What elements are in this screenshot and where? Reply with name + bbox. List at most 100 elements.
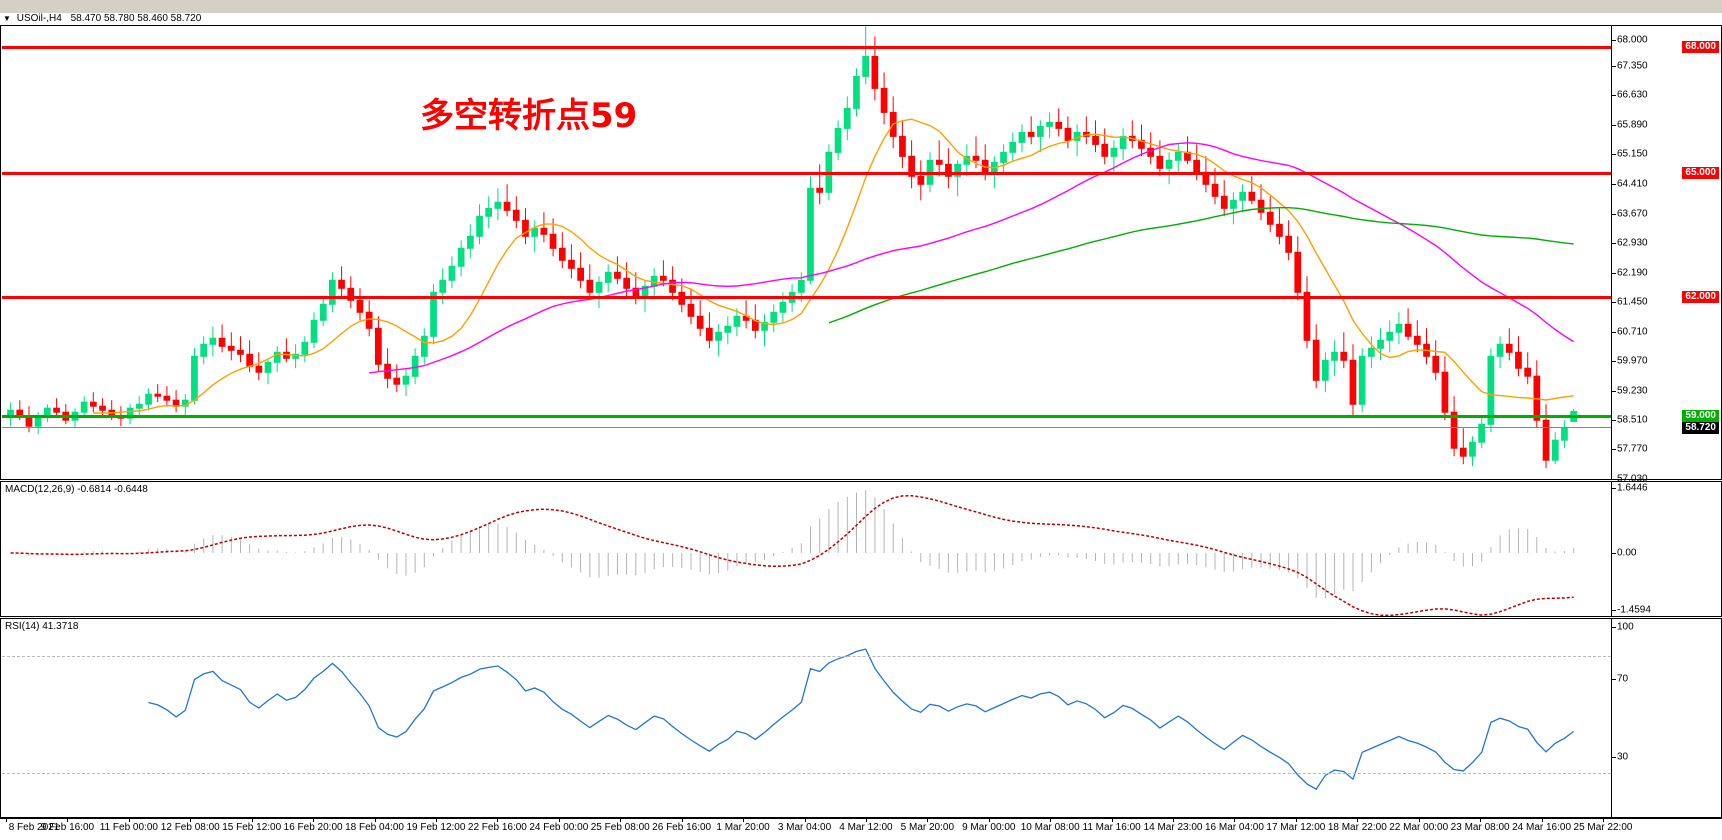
- time-axis-label: 12 Feb 08:00: [160, 822, 220, 833]
- price-tick-label: 68.000: [1617, 34, 1648, 46]
- rsi-axis[interactable]: 100 70 30: [1611, 619, 1721, 817]
- ohlc-quote-label: 58.470 58.780 58.460 58.720: [70, 13, 202, 24]
- time-axis-label: 26 Feb 16:00: [652, 822, 712, 833]
- time-axis-tick: [1480, 819, 1482, 822]
- price-tag-68: 68.000: [1682, 41, 1719, 53]
- level-line-68[interactable]: [2, 46, 1611, 49]
- time-axis-tick: [1603, 819, 1604, 822]
- time-axis-label: 9 Mar 00:00: [962, 822, 1016, 833]
- time-axis-label: 23 Mar 08:00: [1450, 822, 1510, 833]
- level-line-59[interactable]: [2, 415, 1611, 418]
- price-tick-label: 57.030: [1617, 473, 1648, 485]
- axis-tick: [1612, 124, 1616, 126]
- time-axis-tick: [128, 819, 130, 822]
- price-tag-65: 65.000: [1682, 167, 1719, 179]
- time-axis-label: 11 Feb 00:00: [99, 822, 158, 833]
- rsi-grid-30: [2, 773, 1611, 774]
- candlestick-svg: [7, 26, 1578, 469]
- rsi-grid-70: [2, 656, 1611, 657]
- time-axis-tick: [1050, 819, 1052, 822]
- time-axis[interactable]: 8 Feb 2021 9 Feb 16:00 11 Feb 00:00 12 Feb …: [0, 818, 1722, 840]
- time-axis-tick: [1541, 819, 1543, 822]
- price-tick-label: 66.630: [1617, 89, 1648, 101]
- time-axis-label: 8 Feb 2021: [8, 822, 60, 833]
- axis-tick: [1612, 272, 1616, 274]
- collapse-arrow-icon[interactable]: ▼: [3, 14, 11, 23]
- rsi-tick-label: 70: [1617, 673, 1629, 685]
- macd-svg: [10, 490, 1575, 616]
- macd-plot-area[interactable]: [2, 482, 1611, 616]
- time-axis-label: 25 Feb 08:00: [590, 822, 650, 833]
- time-axis-label: 4 Mar 12:00: [839, 822, 893, 833]
- time-axis-tick: [865, 819, 867, 822]
- time-axis-tick: [804, 819, 806, 822]
- rsi-label: RSI(14) 41.3718: [5, 621, 79, 632]
- time-axis-tick: [620, 819, 622, 822]
- price-tick-label: 58.510: [1617, 414, 1648, 426]
- time-axis-label: 18 Mar 22:00: [1327, 822, 1387, 833]
- price-pane[interactable]: 多空转折点59 68.000 67.350 66.630 65.890 65.150 64…: [0, 25, 1722, 485]
- axis-tick: [1612, 183, 1616, 185]
- time-axis-tick: [1234, 819, 1236, 822]
- time-axis-label: 16 Mar 04:00: [1204, 822, 1264, 833]
- rsi-plot-area[interactable]: [2, 619, 1611, 817]
- price-tick-label: 57.770: [1617, 443, 1648, 455]
- price-plot-area[interactable]: 多空转折点59: [2, 26, 1611, 479]
- rsi-pane[interactable]: RSI(14) 41.3718 100 70 30: [0, 618, 1722, 818]
- level-line-62[interactable]: [2, 296, 1611, 299]
- price-tick-label: 64.410: [1617, 178, 1648, 190]
- time-axis-label: 11 Mar 16:00: [1082, 822, 1141, 833]
- rsi-tick-label: 100: [1617, 621, 1634, 633]
- time-axis-tick: [1418, 819, 1420, 822]
- price-axis[interactable]: 68.000 67.350 66.630 65.890 65.150 64.410 63.6…: [1611, 26, 1721, 485]
- axis-tick: [1612, 419, 1616, 421]
- time-axis-label: 24 Mar 16:00: [1512, 822, 1572, 833]
- price-tag-last: 58.720: [1682, 422, 1719, 434]
- time-axis-label: 9 Feb 16:00: [40, 822, 95, 833]
- price-tick-label: 65.150: [1617, 148, 1648, 160]
- time-axis-tick: [67, 819, 69, 822]
- price-tick-label: 59.970: [1617, 355, 1648, 367]
- time-axis-tick: [681, 819, 683, 822]
- time-axis-label: 1 Mar 20:00: [716, 822, 770, 833]
- axis-tick: [1612, 331, 1616, 333]
- time-axis-tick: [6, 819, 7, 822]
- macd-tick-label: 0.00: [1617, 547, 1637, 559]
- macd-axis[interactable]: 1.6446 0.00 -1.4594: [1611, 482, 1721, 616]
- axis-tick: [1612, 154, 1616, 156]
- level-line-65[interactable]: [2, 172, 1611, 175]
- time-axis-label: 18 Feb 04:00: [345, 822, 404, 833]
- axis-tick: [1612, 627, 1616, 628]
- macd-label: MACD(12,26,9) -0.6814 -0.6448: [5, 484, 148, 495]
- last-price-line: [2, 427, 1611, 428]
- time-axis-tick: [558, 819, 560, 822]
- time-axis-label: 24 Feb 00:00: [529, 822, 589, 833]
- axis-tick: [1612, 213, 1616, 215]
- time-axis-tick: [435, 819, 437, 822]
- price-tick-label: 65.890: [1617, 119, 1648, 131]
- time-axis-label: 3 Mar 04:00: [777, 822, 832, 833]
- time-axis-label: 19 Feb 12:00: [406, 822, 466, 833]
- price-tick-label: 62.190: [1617, 267, 1648, 279]
- axis-tick: [1612, 488, 1616, 489]
- time-axis-label: 15 Feb 12:00: [222, 822, 282, 833]
- time-axis-label: 22 Feb 16:00: [467, 822, 527, 833]
- window-titlebar: [0, 0, 1722, 14]
- time-axis-tick: [190, 819, 192, 822]
- axis-tick: [1612, 610, 1616, 611]
- time-axis-tick: [497, 819, 499, 822]
- price-tick-label: 62.930: [1617, 237, 1648, 249]
- price-tag-62: 62.000: [1682, 291, 1719, 303]
- axis-tick: [1612, 552, 1616, 554]
- time-axis-label: 16 Feb 20:00: [283, 822, 343, 833]
- price-tag-59: 59.000: [1682, 410, 1719, 422]
- time-axis-label: 5 Mar 20:00: [900, 822, 955, 833]
- axis-tick: [1612, 479, 1616, 480]
- rsi-svg: [148, 648, 1574, 791]
- price-tick-label: 61.450: [1617, 296, 1648, 308]
- macd-tick-label: 1.6446: [1617, 482, 1648, 494]
- price-tick-label: 63.670: [1617, 208, 1648, 220]
- axis-tick: [1612, 361, 1616, 363]
- macd-pane[interactable]: MACD(12,26,9) -0.6814 -0.6448 1.6446 0.00…: [0, 481, 1722, 617]
